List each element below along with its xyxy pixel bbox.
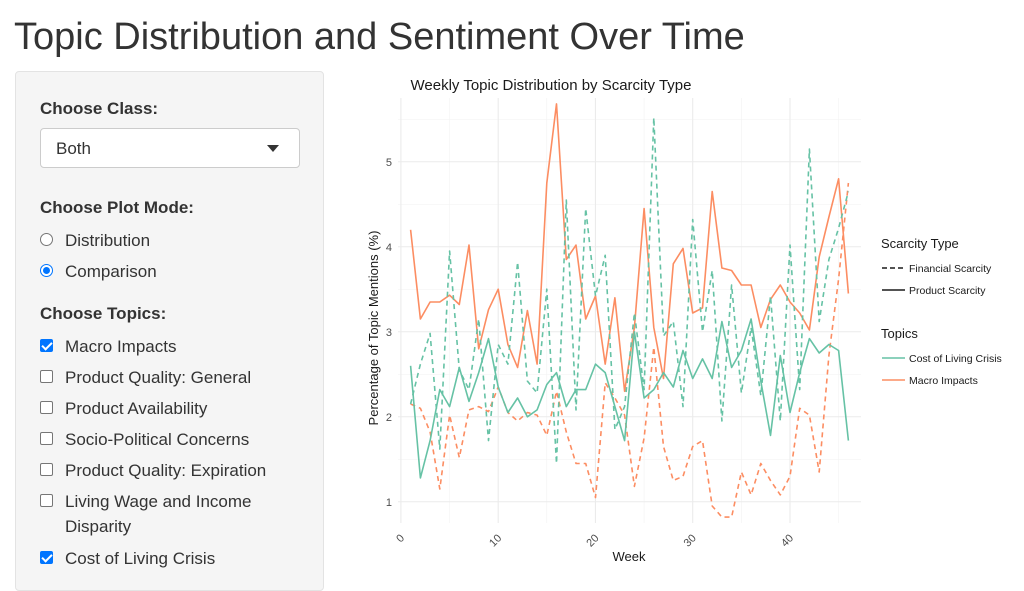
legend-item-label: Financial Scarcity	[909, 263, 992, 275]
class-select[interactable]: Both	[40, 128, 300, 168]
mode-option-label: Comparison	[65, 262, 157, 281]
checkbox-cost-of-living[interactable]	[40, 551, 53, 564]
chart-legend: Scarcity Type Financial Scarcity Product S…	[881, 236, 1002, 387]
x-tick-label: 0	[394, 532, 407, 545]
y-tick-label: 4	[386, 242, 392, 254]
topic-option-label-line2: Disparity	[65, 517, 132, 536]
topic-option-label: Product Quality: General	[65, 368, 252, 387]
chevron-down-icon	[267, 145, 279, 152]
topic-line-chart: Weekly Topic Distribution by Scarcity Ty…	[366, 77, 1002, 564]
topic-option-label: Macro Impacts	[65, 337, 177, 356]
topic-option-label: Socio-Political Concerns	[65, 430, 250, 449]
chart-axes: 1 2 3 4 5 0 10 20 30 40	[386, 157, 796, 550]
series-cost-of-living-crisis-financial	[409, 116, 850, 465]
legend-item-label: Product Scarcity	[909, 285, 986, 297]
checkbox-product-quality-general[interactable]	[40, 370, 53, 383]
y-tick-label: 2	[386, 412, 392, 424]
x-tick-label: 20	[584, 532, 601, 549]
sidebar-panel: Choose Class: Both Choose Plot Mode: Dis…	[15, 71, 324, 591]
chart-gridlines	[398, 98, 861, 523]
series-cost-of-living-crisis-product	[409, 318, 850, 479]
plot-mode-label: Choose Plot Mode:	[40, 198, 194, 217]
x-tick-label: 40	[779, 532, 796, 549]
topic-option-label: Living Wage and Income	[65, 492, 252, 511]
topic-option-label: Product Availability	[65, 399, 208, 418]
checkbox-socio-political[interactable]	[40, 432, 53, 445]
legend-title-topics: Topics	[881, 326, 918, 341]
class-label: Choose Class:	[40, 99, 159, 118]
y-tick-label: 1	[386, 497, 392, 509]
checkbox-product-availability[interactable]	[40, 401, 53, 414]
y-axis-title: Percentage of Topic Mentions (%)	[366, 231, 381, 426]
checkbox-product-quality-expiration[interactable]	[40, 463, 53, 476]
topic-option-label: Cost of Living Crisis	[65, 549, 216, 568]
x-tick-label: 10	[487, 532, 504, 549]
checkbox-living-wage[interactable]	[40, 494, 53, 507]
radio-distribution[interactable]	[40, 233, 53, 246]
checkbox-macro-impacts[interactable]	[40, 339, 53, 352]
series-macro-impacts-financial	[410, 182, 850, 518]
x-axis-title: Week	[613, 549, 646, 564]
legend-item-label: Macro Impacts	[909, 375, 978, 387]
series-macro-impacts-product	[409, 103, 850, 393]
y-tick-label: 5	[386, 157, 392, 169]
topic-option-label: Product Quality: Expiration	[65, 461, 267, 480]
topics-label: Choose Topics:	[40, 304, 167, 323]
class-select-value: Both	[56, 139, 91, 158]
x-tick-label: 30	[682, 532, 699, 549]
radio-comparison[interactable]	[40, 264, 53, 277]
mode-option-label: Distribution	[65, 231, 151, 250]
chart-series	[409, 103, 850, 518]
legend-title-scarcity: Scarcity Type	[881, 236, 959, 251]
legend-item-label: Cost of Living Crisis	[909, 353, 1002, 365]
y-tick-label: 3	[386, 327, 392, 339]
chart-title: Weekly Topic Distribution by Scarcity Ty…	[411, 77, 692, 94]
page-title: Topic Distribution and Sentiment Over Ti…	[14, 16, 745, 58]
